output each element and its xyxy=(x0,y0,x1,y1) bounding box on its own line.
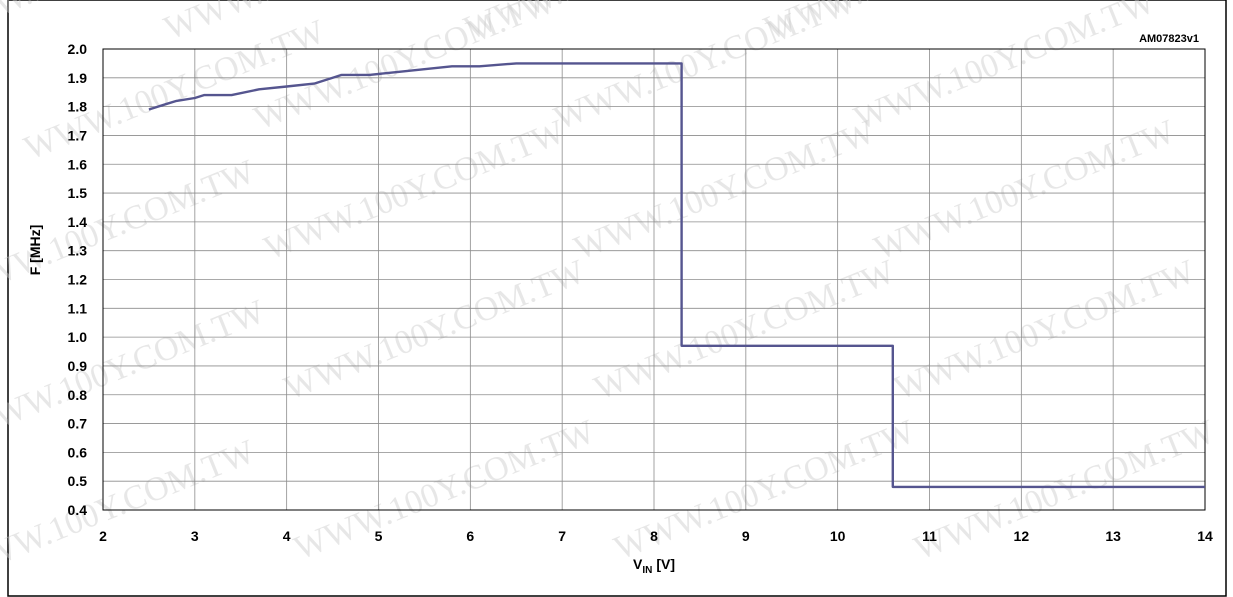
x-tick-label: 4 xyxy=(283,528,291,544)
x-tick-label: 11 xyxy=(922,528,937,544)
x-tick-label: 2 xyxy=(99,528,107,544)
x-tick-labels: 2 3 4 5 6 7 8 9 10 11 12 13 14 xyxy=(99,528,1213,544)
x-tick-label: 13 xyxy=(1105,528,1121,544)
y-tick-label: 1.6 xyxy=(68,156,88,172)
y-tick-label: 0.7 xyxy=(68,416,88,432)
figure-id: AM07823v1 xyxy=(1139,33,1199,45)
y-tick-labels: 0.4 0.5 0.6 0.7 0.8 0.9 1.0 1.1 1.2 1.3 1.4 1.5 1.6 1… xyxy=(68,41,88,518)
y-tick-label: 0.6 xyxy=(68,444,88,460)
x-axis-label-main: V xyxy=(633,556,643,572)
x-tick-label: 5 xyxy=(375,528,383,544)
y-tick-label: 1.3 xyxy=(68,243,88,259)
series-layer xyxy=(148,62,1205,489)
x-tick-label: 10 xyxy=(830,528,846,544)
x-axis-label-unit: [V] xyxy=(656,556,675,572)
x-tick-label: 14 xyxy=(1197,528,1213,544)
x-tick-label: 3 xyxy=(191,528,199,544)
plot-area-border xyxy=(102,48,1206,511)
y-tick-label: 0.8 xyxy=(68,387,88,403)
y-tick-label: 2.0 xyxy=(68,41,88,57)
x-tick-label: 9 xyxy=(742,528,750,544)
y-tick-label: 1.5 xyxy=(68,185,88,201)
y-tick-label: 1.0 xyxy=(68,329,88,345)
x-tick-label: 7 xyxy=(558,528,566,544)
y-axis-label: F [MHz] xyxy=(27,225,43,276)
x-axis-label: VIN [V] xyxy=(633,556,675,576)
y-tick-label: 1.4 xyxy=(68,214,88,230)
frequency-series-line xyxy=(148,62,1205,489)
y-tick-label: 1.1 xyxy=(68,300,88,316)
x-tick-label: 6 xyxy=(466,528,474,544)
y-tick-label: 1.8 xyxy=(68,99,88,115)
y-tick-label: 0.5 xyxy=(68,473,88,489)
y-tick-label: 1.9 xyxy=(68,70,88,86)
x-axis-label-subscript: IN xyxy=(642,565,652,576)
x-tick-label: 12 xyxy=(1014,528,1030,544)
y-tick-label: 0.9 xyxy=(68,358,88,374)
x-tick-label: 8 xyxy=(650,528,658,544)
y-tick-label: 1.7 xyxy=(68,127,88,143)
y-tick-label: 0.4 xyxy=(68,502,88,518)
figure-border xyxy=(7,0,1227,597)
y-tick-label: 1.2 xyxy=(68,272,88,288)
